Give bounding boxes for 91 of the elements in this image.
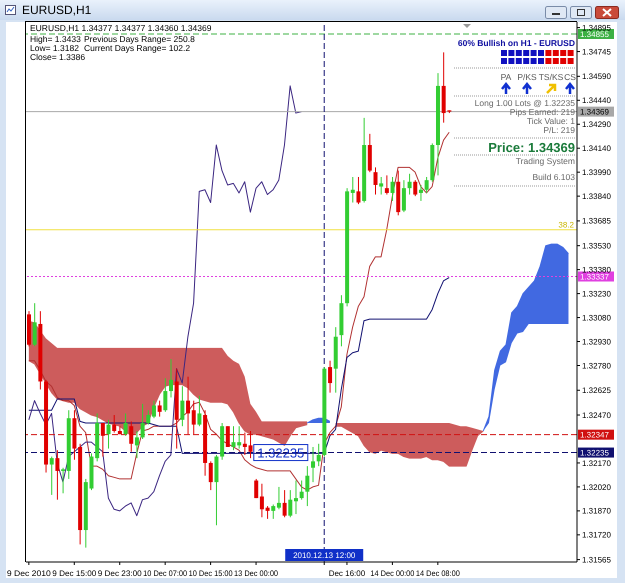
x-tick-label: 9 Dec 15:00: [52, 569, 97, 578]
candlestick: [106, 419, 111, 450]
annotation: P/L: 219: [543, 125, 576, 135]
y-tick-label: 1.32020: [582, 482, 612, 492]
candlestick: [163, 378, 168, 412]
candlestick: [384, 174, 389, 196]
x-tick-label: Dec 16:00: [328, 569, 366, 578]
annotation: 38.2: [558, 220, 575, 230]
candlestick: [61, 467, 66, 494]
candlestick: [379, 176, 384, 196]
x-tick-label: 13 Dec 00:00: [234, 569, 282, 578]
candlestick: [134, 430, 139, 459]
annotation: Tick Value: 1: [526, 116, 576, 126]
candlestick: [311, 446, 316, 483]
time-tag: 2010.12.13 12:00: [285, 549, 364, 561]
line-series: [28, 85, 302, 516]
ref-line-label: 1.34855: [580, 30, 610, 39]
chart-title: EURUSD,H1: [22, 3, 92, 17]
annotation: 60% Bullish on H1 - EURUSD: [458, 38, 575, 48]
x-tick-label: 9 Dec 23:00: [98, 569, 142, 578]
y-tick-label: 1.32470: [582, 410, 612, 420]
annotation: Close= 1.3386: [30, 52, 86, 62]
y-tick-label: 1.32930: [582, 337, 612, 346]
y-tick-label: 1.33080: [582, 313, 612, 322]
candlestick: [100, 422, 105, 458]
ref-line-label: 1.33337: [580, 272, 610, 282]
candlestick: [124, 412, 128, 436]
ref-line-label: 1.34369: [580, 108, 610, 117]
candlestick: [112, 414, 116, 434]
candlestick: [129, 420, 134, 452]
y-tick-label: 1.33990: [582, 168, 612, 178]
annotation: CS: [564, 72, 576, 82]
candlestick: [32, 302, 37, 347]
annotation: Trading System: [516, 156, 575, 166]
x-tick-label: 2010.12.13 12:00: [293, 551, 356, 560]
ref-line-label: 1.32235: [580, 448, 610, 458]
candlestick: [226, 426, 230, 448]
y-tick-label: 1.32625: [582, 386, 612, 396]
candlestick: [424, 176, 429, 194]
annotation: Long 1.00 Lots @ 1.32235: [474, 98, 576, 108]
annotation: Build 6.103: [532, 172, 576, 182]
x-tick-label: 14 Dec 00:00: [370, 569, 418, 578]
candlestick: [305, 466, 310, 507]
candlestick: [169, 358, 174, 398]
y-tick-label: 1.33530: [582, 242, 612, 251]
annotation: Previous Days Range= 250.8: [84, 34, 196, 44]
ref-line-label: 1.32347: [580, 430, 610, 440]
annotation: EURUSD,H1 1.34377 1.34377 1.34360 1.34369: [30, 23, 212, 33]
candlestick: [55, 450, 60, 500]
y-tick-label: 1.33685: [582, 216, 612, 226]
candlestick: [408, 173, 412, 196]
candlestick: [282, 490, 287, 518]
x-tick-label: 9 Dec 2010: [6, 569, 52, 578]
y-tick-label: 1.34140: [582, 144, 612, 154]
candlestick: [402, 180, 406, 213]
line-series: [28, 132, 450, 491]
candlestick: [374, 166, 378, 196]
candlestick: [356, 176, 360, 205]
y-tick-label: 1.33840: [582, 192, 612, 201]
annotation: High= 1.3433: [30, 34, 82, 44]
candlestick: [254, 478, 258, 499]
candlestick: [316, 443, 321, 467]
y-tick-label: 1.34290: [582, 120, 612, 130]
candlestick: [208, 460, 213, 491]
y-tick-label: 1.32170: [582, 458, 612, 468]
candlestick: [300, 480, 304, 500]
x-tick-label: 14 Dec 08:00: [416, 569, 464, 578]
y-tick-label: 1.34745: [582, 47, 612, 56]
candlestick: [50, 456, 54, 496]
y-tick-label: 1.33230: [582, 289, 612, 298]
annotation: P/KS: [517, 72, 538, 82]
candlestick: [390, 176, 395, 202]
candlestick: [413, 180, 418, 197]
candlestick: [328, 360, 332, 394]
annotation: PA: [500, 72, 512, 82]
y-tick-label: 1.31720: [582, 530, 612, 540]
candlestick: [180, 386, 184, 427]
candlestick: [140, 403, 145, 440]
candlestick: [418, 184, 423, 202]
y-tick-label: 1.34440: [582, 96, 612, 106]
candlestick: [158, 400, 162, 418]
annotation: Current Days Range= 102.2: [84, 43, 190, 53]
y-tick-label: 1.34590: [582, 72, 612, 82]
annotation: Low= 1.3182: [30, 43, 80, 53]
y-tick-label: 1.32780: [582, 361, 612, 370]
y-tick-label: 1.31870: [582, 506, 612, 516]
annotation: TS/KS: [538, 72, 564, 82]
candlestick: [350, 176, 355, 204]
candlestick: [197, 395, 202, 427]
annotation: Price: 1.34369: [488, 140, 575, 155]
y-tick-label: 1.31565: [582, 555, 612, 564]
